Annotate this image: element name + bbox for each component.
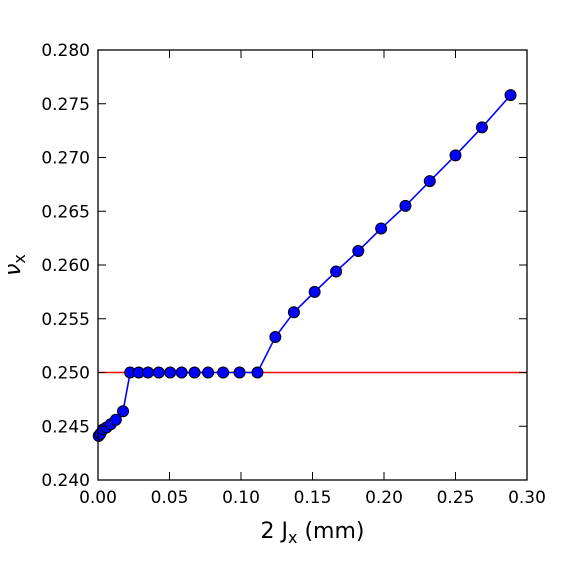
data-point bbox=[504, 89, 517, 102]
data-point bbox=[142, 366, 155, 379]
data-point bbox=[233, 366, 246, 379]
x-tick-label: 0.00 bbox=[79, 488, 117, 508]
x-axis-label-subscript: x bbox=[288, 528, 297, 547]
y-tick-label: 0.260 bbox=[41, 256, 90, 276]
y-tick-label: 0.245 bbox=[41, 417, 90, 437]
data-point bbox=[475, 121, 488, 134]
y-axis-label-symbol: ν bbox=[1, 264, 26, 276]
plot-area bbox=[92, 89, 527, 442]
data-point bbox=[375, 222, 388, 235]
x-tick-label: 0.25 bbox=[437, 488, 475, 508]
y-tick-label: 0.270 bbox=[41, 149, 90, 169]
y-tick-label: 0.275 bbox=[41, 95, 90, 115]
data-point bbox=[251, 366, 264, 379]
data-point bbox=[217, 366, 230, 379]
data-point bbox=[399, 199, 412, 212]
axes-frame bbox=[97, 49, 528, 481]
x-axis-label-prefix: 2 J bbox=[261, 519, 288, 544]
series-line bbox=[98, 94, 512, 437]
y-tick-label: 0.240 bbox=[41, 471, 90, 491]
data-point bbox=[117, 405, 130, 418]
x-tick-label: 0.15 bbox=[294, 488, 332, 508]
data-point bbox=[202, 366, 215, 379]
y-axis-label-subscript: x bbox=[10, 254, 29, 263]
data-point bbox=[330, 265, 343, 278]
data-point bbox=[188, 366, 201, 379]
data-point bbox=[109, 413, 122, 426]
x-tick-label: 0.10 bbox=[222, 488, 260, 508]
y-tick-label: 0.250 bbox=[41, 364, 90, 384]
x-tick-label: 0.20 bbox=[365, 488, 403, 508]
x-axis-label: 2 Jx (mm) bbox=[261, 519, 365, 547]
y-tick-label: 0.265 bbox=[41, 202, 90, 222]
data-point bbox=[423, 175, 436, 188]
axis-ticks: 0.00 0.05 0.10 0.15 0.20 0.25 0.30 0.240 0.245 0.… bbox=[41, 41, 546, 508]
data-point bbox=[152, 366, 165, 379]
x-tick-label: 0.30 bbox=[508, 488, 546, 508]
data-point bbox=[269, 331, 282, 344]
data-point bbox=[352, 245, 365, 258]
data-point bbox=[164, 366, 177, 379]
y-tick-label: 0.280 bbox=[41, 41, 90, 61]
x-axis-label-suffix: (mm) bbox=[297, 519, 364, 544]
data-point bbox=[449, 149, 462, 162]
y-axis-label: νx bbox=[1, 254, 29, 276]
data-point bbox=[175, 366, 188, 379]
x-tick-label: 0.05 bbox=[151, 488, 189, 508]
data-point bbox=[287, 306, 300, 319]
y-tick-label: 0.255 bbox=[41, 310, 90, 330]
data-point bbox=[308, 285, 321, 298]
